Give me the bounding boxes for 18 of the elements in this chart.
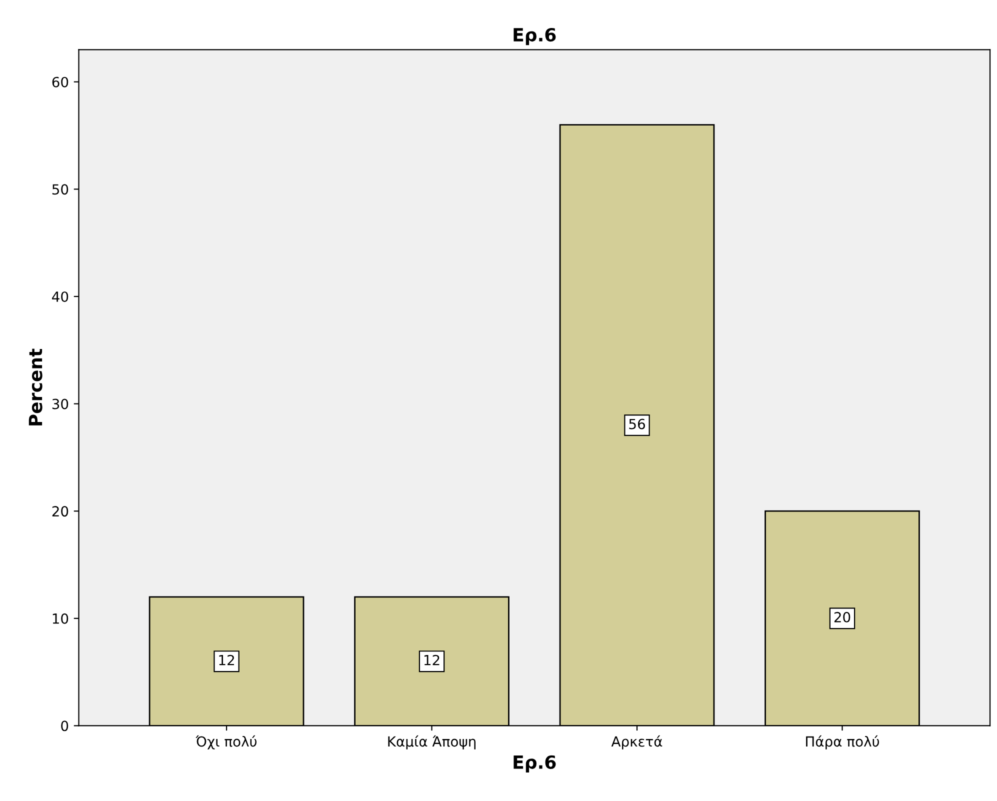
x-axis-title: Ερ.6 [514, 755, 556, 772]
y-tick-label: 30 [52, 398, 68, 410]
y-tick-label: 10 [52, 613, 68, 624]
x-tick-label: Αρκετά [611, 735, 662, 750]
y-tick-label: 20 [52, 506, 68, 517]
data-label: 56 [629, 418, 645, 430]
data-label: 12 [424, 654, 440, 666]
x-tick-label: Πάρα πολύ [806, 735, 879, 750]
data-label: 20 [834, 612, 850, 622]
y-tick-label: 0 [61, 720, 68, 732]
y-tick-label: 50 [52, 184, 68, 195]
y-axis-title: Percent [28, 348, 42, 426]
x-tick-label: Καμία Άποψη [388, 735, 476, 750]
y-tick-label: 40 [52, 291, 68, 302]
x-tick-label: Όχι πολύ [196, 735, 256, 750]
y-tick-label: 60 [52, 76, 68, 88]
data-label: 12 [219, 654, 234, 666]
chart-title: Ερ.6 [514, 28, 556, 46]
